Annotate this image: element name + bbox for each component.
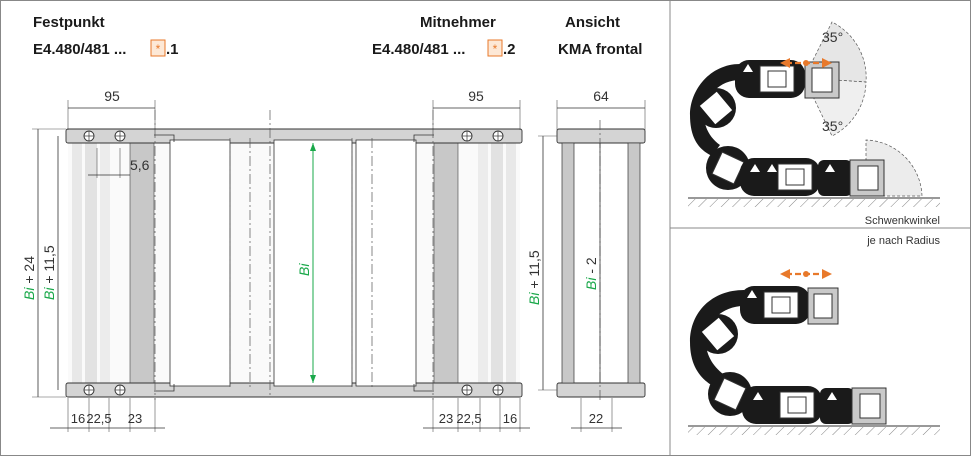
dim-offset: 5,6 [130,157,150,173]
fixed-code: E4.480/481 ... [33,41,126,58]
moving-star-badge [487,39,503,57]
motion-arrow-icon [780,269,832,279]
moving-title: Mitnehmer [420,14,496,31]
dim-center-bi: Bi [296,263,312,276]
dim-bottom-left-1: 16 [71,411,85,426]
dim-left-width: 95 [104,88,120,104]
angle-bottom: 35° [822,118,843,134]
fixed-star-badge [150,39,166,57]
angle-top: 35° [822,29,843,45]
bi-arrow-top [310,143,316,151]
dim-bottom-left-3: 23 [128,411,142,426]
moving-code-suffix: .2 [503,41,516,58]
front-view [556,120,646,400]
view-title: Ansicht [565,14,620,31]
star-icon: * [156,42,161,56]
dimension-lines [32,100,646,432]
swivel-note-2: je nach Radius [866,235,940,247]
motion-arrow-icon [780,58,832,68]
dim-bottom-right-2: 22,5 [456,411,481,426]
dim-bottom-right-3: 16 [503,411,517,426]
fixed-code-suffix: .1 [166,41,179,58]
dim-bottom-view: 22 [589,411,603,426]
swivel-note-1: Schwenkwinkel [865,215,940,227]
dim-view-width: 64 [593,88,609,104]
moving-code: E4.480/481 ... [372,41,465,58]
dim-view-outer: Bi + 11,5 [526,250,542,305]
dim-bottom-right-1: 23 [439,411,453,426]
bi-arrow-bottom [310,375,316,383]
side-view-top [688,21,940,207]
dim-bottom-left-2: 22,5 [86,411,111,426]
dim-left-inner: Bi + 11,5 [41,245,57,300]
dim-left-outer: Bi + 24 [21,256,37,300]
dim-right-width: 95 [468,88,484,104]
view-subtitle: KMA frontal [558,41,642,58]
chain-top-view [65,110,523,400]
dim-view-inner: Bi - 2 [583,257,599,290]
side-view-bottom [688,286,940,435]
star-icon: * [493,42,498,56]
fixed-title: Festpunkt [33,14,105,31]
